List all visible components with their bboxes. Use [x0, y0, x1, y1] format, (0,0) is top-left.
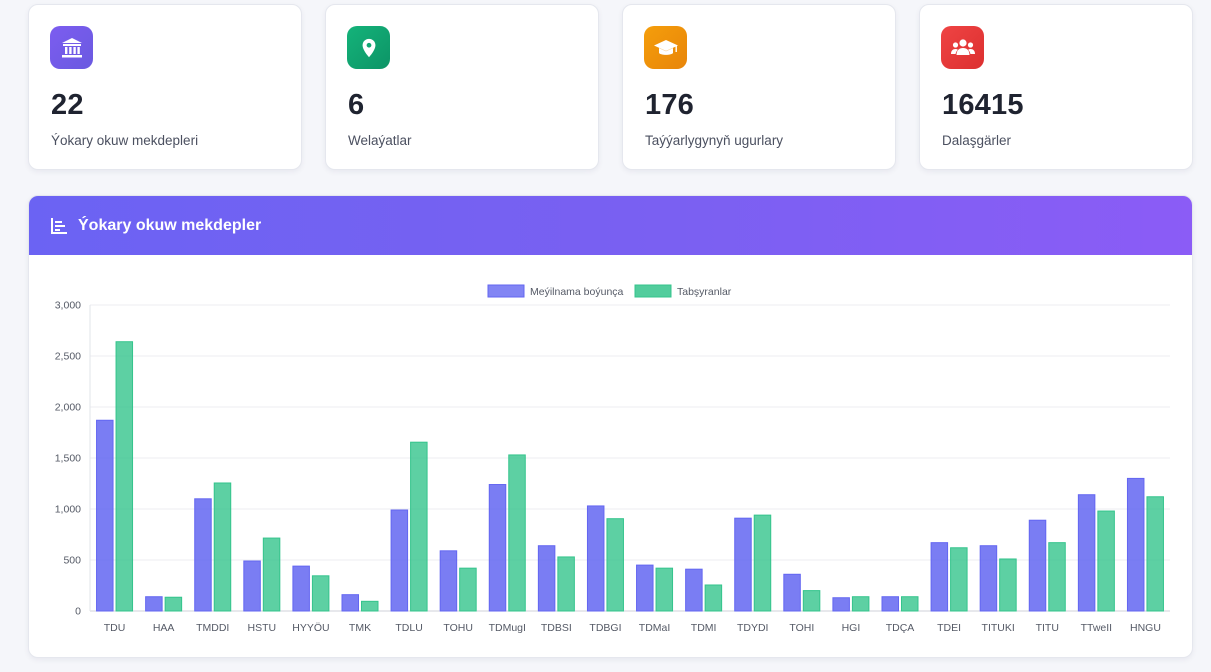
stat-label: Taýýarlygynyň ugurlary	[645, 133, 784, 148]
bar-submitted[interactable]	[851, 596, 870, 612]
chart-header: Ýokary okuw mekdepler	[29, 196, 1192, 255]
bar-plan[interactable]	[685, 568, 703, 612]
graduation-cap-icon	[644, 26, 687, 69]
bar-submitted[interactable]	[115, 341, 134, 612]
bar-submitted[interactable]	[753, 514, 772, 612]
bar-plan[interactable]	[96, 419, 114, 612]
bar-plan[interactable]	[734, 517, 752, 612]
stat-value: 22	[51, 89, 84, 121]
bar-plan[interactable]	[1077, 494, 1096, 612]
bar-plan[interactable]	[488, 484, 507, 612]
legend-label[interactable]: Tabşyranlar	[677, 286, 732, 298]
x-tick-label: TTweII	[1081, 622, 1113, 634]
bar-submitted[interactable]	[1097, 510, 1115, 612]
bar-plan[interactable]	[537, 545, 556, 612]
bar-plan[interactable]	[292, 565, 310, 612]
bar-submitted[interactable]	[704, 584, 723, 612]
bar-plan[interactable]	[390, 509, 409, 612]
bar-submitted[interactable]	[164, 596, 183, 612]
y-tick-label: 2,500	[55, 351, 81, 363]
bar-plan[interactable]	[930, 542, 949, 612]
bar-plan[interactable]	[783, 573, 801, 612]
stat-value: 16415	[942, 89, 1024, 121]
bar-plan[interactable]	[145, 596, 163, 612]
bar-submitted[interactable]	[508, 454, 526, 612]
x-tick-label: TDMugI	[489, 622, 526, 634]
bar-plan[interactable]	[341, 594, 359, 612]
bar-plan[interactable]	[1126, 477, 1145, 612]
stat-card-universities: 22 Ýokary okuw mekdepleri	[28, 4, 302, 170]
x-tick-label: HGI	[842, 622, 861, 634]
x-tick-label: TMK	[349, 622, 371, 634]
stat-card-specialties: 176 Taýýarlygynyň ugurlary	[622, 4, 896, 170]
x-tick-label: TDEI	[937, 622, 961, 634]
map-pin-icon	[347, 26, 390, 69]
bar-plan[interactable]	[979, 545, 998, 612]
y-tick-label: 2,000	[55, 402, 81, 414]
y-tick-label: 1,000	[55, 504, 81, 516]
bar-submitted[interactable]	[999, 558, 1017, 612]
universities-chart-card: Ýokary okuw mekdepler 0 500 1,000 1,500 2,00…	[28, 195, 1193, 658]
x-tick-label: HSTU	[248, 622, 277, 634]
x-tick-label: TITU	[1036, 622, 1059, 634]
stat-card-regions: 6 Welaýatlar	[325, 4, 599, 170]
stat-label: Ýokary okuw mekdepleri	[51, 133, 199, 148]
x-tick-label: TOHU	[443, 622, 473, 634]
bar-plan[interactable]	[1028, 519, 1047, 612]
x-tick-label: TMDDI	[196, 622, 229, 634]
x-tick-label: HNGU	[1130, 622, 1161, 634]
x-tick-label: HAA	[153, 622, 175, 634]
bar-submitted[interactable]	[361, 600, 379, 612]
legend-label[interactable]: Meýilnama boýunça	[530, 286, 624, 298]
bar-plan[interactable]	[881, 596, 899, 612]
x-tick-label: TDBGI	[589, 622, 621, 634]
x-tick-label: TDÇA	[886, 622, 915, 634]
chart-title: Ýokary okuw mekdepler	[78, 216, 262, 234]
bar-plan[interactable]	[586, 505, 605, 612]
bar-submitted[interactable]	[311, 575, 330, 612]
bar-submitted[interactable]	[1048, 542, 1066, 612]
university-icon	[50, 26, 93, 69]
x-tick-label: TDMaI	[639, 622, 671, 634]
y-tick-label: 3,000	[55, 300, 81, 312]
x-tick-label: TOHI	[789, 622, 814, 634]
x-tick-label: TDYDI	[737, 622, 769, 634]
bar-plan[interactable]	[194, 498, 212, 612]
stat-label: Dalaşgärler	[942, 133, 1012, 148]
users-icon	[941, 26, 984, 69]
chart-legend: Meýilnama boýunça Tabşyranlar	[487, 284, 732, 298]
bar-submitted[interactable]	[557, 556, 575, 612]
stat-card-applicants: 16415 Dalaşgärler	[919, 4, 1193, 170]
bar-plan[interactable]	[439, 550, 458, 612]
bar-submitted[interactable]	[655, 567, 674, 612]
bar-plan[interactable]	[636, 564, 654, 612]
legend-swatch[interactable]	[634, 284, 672, 298]
stat-value: 176	[645, 89, 694, 121]
bar-submitted[interactable]	[950, 547, 968, 612]
y-tick-label: 1,500	[55, 453, 81, 465]
stat-value: 6	[348, 89, 365, 121]
bar-submitted[interactable]	[213, 482, 232, 612]
bar-submitted[interactable]	[606, 518, 624, 612]
bar-submitted[interactable]	[802, 590, 821, 612]
x-tick-label: TDBSI	[541, 622, 572, 634]
bar-submitted[interactable]	[901, 596, 919, 612]
bar-submitted[interactable]	[1146, 496, 1164, 612]
x-tick-label: TDLU	[395, 622, 422, 634]
x-tick-label: TITUKI	[982, 622, 1015, 634]
bar-submitted[interactable]	[459, 567, 477, 612]
stat-label: Welaýatlar	[348, 133, 412, 148]
bar-chart: 0 500 1,000 1,500 2,000 2,500 3,000 TDU HAA TMDDI…	[55, 284, 1170, 634]
x-tick-label: HYYÖU	[292, 622, 329, 634]
x-tick-label: TDMI	[691, 622, 717, 634]
bar-plan[interactable]	[832, 597, 850, 612]
x-tick-label: TDU	[104, 622, 126, 634]
y-tick-label: 0	[75, 606, 81, 618]
bar-plan[interactable]	[243, 560, 261, 612]
y-tick-label: 500	[63, 555, 81, 567]
legend-swatch[interactable]	[487, 284, 525, 298]
bar-chart-icon	[50, 217, 68, 235]
bar-submitted[interactable]	[262, 537, 281, 612]
bar-submitted[interactable]	[410, 441, 428, 612]
